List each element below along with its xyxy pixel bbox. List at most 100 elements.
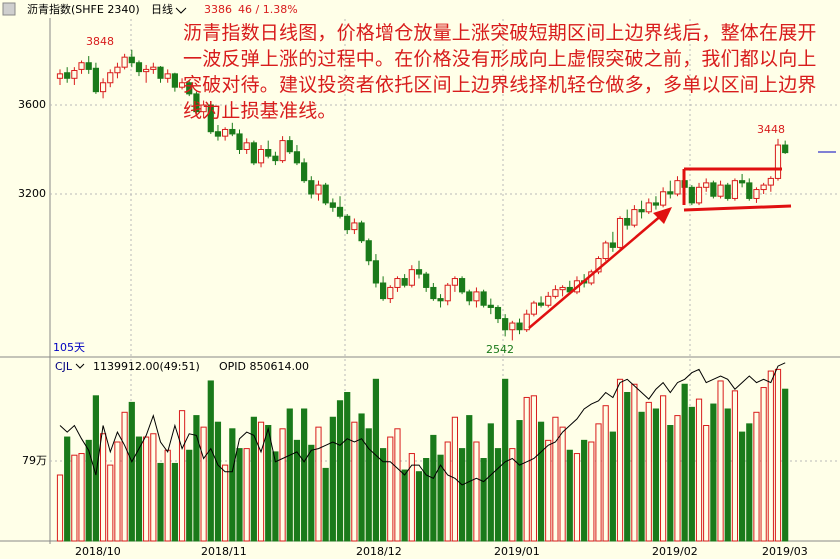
- volume-bar: [566, 449, 573, 542]
- volume-bar: [236, 448, 243, 542]
- candle: [250, 140, 257, 166]
- volume-bar: [186, 449, 193, 542]
- candle: [301, 158, 308, 183]
- candle-body: [774, 144, 782, 179]
- bars-count-label: 105天: [53, 341, 85, 354]
- candle: [401, 274, 408, 288]
- volume-bar: [257, 421, 265, 542]
- candle: [703, 178, 710, 192]
- candle: [717, 180, 724, 199]
- volume-bar: [695, 398, 703, 542]
- candle: [494, 305, 502, 324]
- volume-bar: [128, 401, 135, 542]
- indicator-chevron-icon[interactable]: [75, 363, 85, 369]
- candle-body: [272, 155, 279, 162]
- candle-body: [631, 209, 638, 226]
- candle-body: [171, 73, 178, 88]
- candle-body: [652, 202, 660, 206]
- candle-body: [308, 180, 315, 195]
- candle-body: [164, 73, 171, 79]
- candle-body: [667, 191, 674, 195]
- candle: [257, 145, 265, 168]
- candle: [99, 78, 107, 99]
- volume-bar: [143, 436, 150, 542]
- volume-tick: 79万: [22, 454, 47, 467]
- candle-body: [99, 82, 107, 93]
- candle: [315, 180, 322, 201]
- candle-body: [279, 140, 286, 162]
- volume-bar: [760, 387, 767, 542]
- candle-body: [372, 260, 380, 284]
- volume-bar: [322, 467, 329, 542]
- trend-arrow-head: [653, 207, 672, 224]
- volume-bar: [451, 416, 458, 542]
- candle: [207, 102, 214, 134]
- period-selector[interactable]: 日线: [151, 2, 173, 16]
- candle: [530, 300, 537, 317]
- volume-bar: [92, 395, 100, 542]
- candle: [193, 91, 200, 114]
- volume-bar: [573, 453, 581, 542]
- volume-bar: [516, 420, 523, 542]
- candle: [667, 180, 674, 199]
- volume-bar: [710, 403, 717, 542]
- indicator-name[interactable]: CJL: [55, 360, 73, 373]
- candle: [272, 151, 279, 166]
- volume-bar: [731, 390, 739, 542]
- annotation-drawings: [528, 167, 792, 329]
- volume-bar: [243, 448, 250, 542]
- candle: [753, 187, 760, 203]
- volume-bar: [121, 411, 128, 542]
- candle: [473, 287, 480, 308]
- volume-bar: [135, 436, 143, 542]
- candle: [358, 220, 365, 243]
- volume-bar: [509, 448, 516, 542]
- volume-bar: [746, 423, 753, 542]
- candle-body: [229, 128, 236, 135]
- candle: [279, 136, 286, 163]
- header-bar: [0, 0, 840, 19]
- candle: [394, 276, 401, 292]
- candle-body: [624, 217, 631, 226]
- candle: [458, 276, 466, 295]
- candle-body: [415, 269, 423, 275]
- candle: [516, 318, 523, 335]
- volume-bar: [660, 395, 667, 542]
- candle: [609, 231, 616, 252]
- volume-bar: [329, 416, 336, 542]
- x-tick-2018-11: 2018/11: [201, 545, 247, 558]
- volume-bar: [767, 370, 774, 542]
- chevron-down-icon[interactable]: [175, 7, 187, 14]
- volume-bar: [171, 462, 178, 542]
- volume-bar: [609, 431, 616, 542]
- candle: [624, 209, 631, 230]
- candle: [487, 298, 494, 315]
- recent-high-label: 3448: [757, 123, 785, 136]
- volume-bar: [380, 448, 387, 542]
- candle-body: [257, 149, 265, 164]
- candle: [537, 296, 545, 308]
- candle-body: [731, 180, 739, 199]
- volume-bar: [415, 471, 423, 542]
- x-tick-2019-01: 2019/01: [494, 545, 540, 558]
- volume-bar: [85, 439, 92, 542]
- open-interest-line: [59, 362, 786, 486]
- volume-bar: [753, 411, 760, 542]
- candle-body: [430, 286, 437, 300]
- volume-bar: [631, 383, 638, 542]
- candle-body: [243, 142, 250, 150]
- volume-bar: [645, 401, 652, 542]
- y-tick-3200: 3200: [18, 187, 46, 200]
- candle-body: [724, 184, 731, 199]
- candle-body: [423, 273, 430, 288]
- volume-bar: [272, 451, 279, 542]
- candle-body: [487, 304, 494, 308]
- menu-icon[interactable]: [2, 2, 16, 16]
- candle-body: [660, 191, 667, 206]
- candle-body: [437, 298, 444, 302]
- candle: [114, 62, 121, 79]
- candle: [523, 309, 530, 332]
- volume-bar: [559, 426, 566, 542]
- candle-body: [150, 66, 157, 70]
- candle-body: [552, 289, 559, 297]
